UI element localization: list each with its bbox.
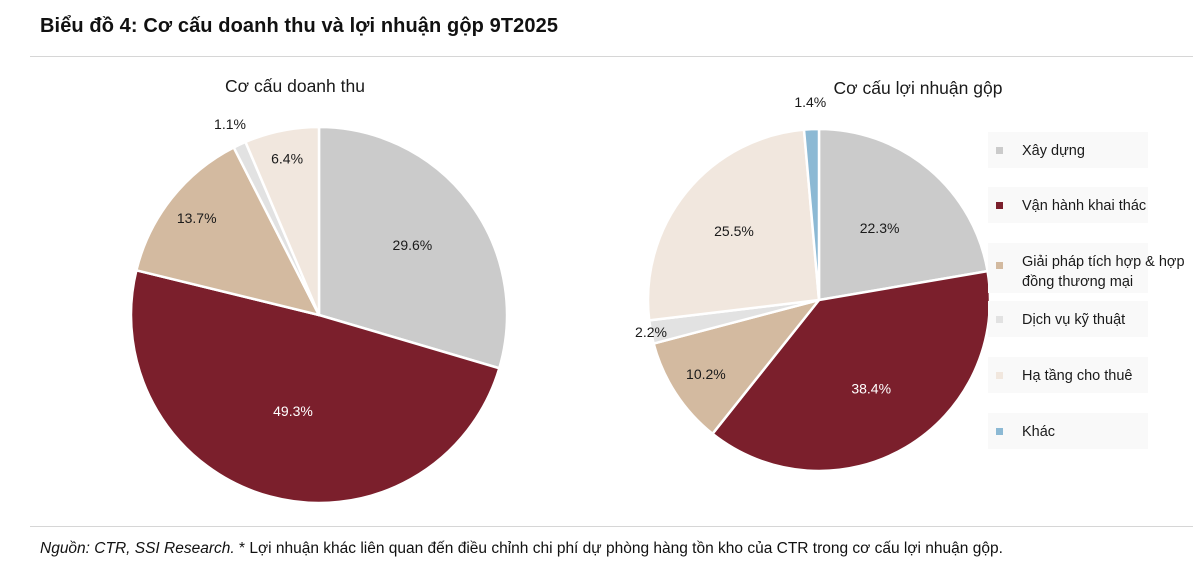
gross-profit-label-khac: 1.4%: [794, 94, 826, 110]
legend-label-ha-tang-cho-thue: Hạ tầng cho thuê: [1022, 368, 1132, 384]
page-title: Biểu đồ 4: Cơ cấu doanh thu và lợi nhuận…: [40, 15, 559, 37]
gross-profit-pie: 22.3% 38.4% 10.2% 2.2% 25.5% 1.4%: [635, 94, 992, 473]
legend-swatch-dich-vu-ky-thuat: [996, 316, 1003, 323]
legend-item-van-hanh-khai-thac: [988, 187, 1148, 223]
legend-label-van-hanh-khai-thac: Vận hành khai thác: [1022, 198, 1146, 214]
revenue-label-giai-phap-tich-hop-hop-dong-thuong-mai: 13.7%: [177, 210, 217, 226]
bottom-divider: [30, 526, 1193, 527]
revenue-pie: 29.6% 49.3% 13.7% 1.1% 6.4%: [129, 116, 509, 505]
gross-profit-chart-title: Cơ cấu lợi nhuận gộp: [834, 78, 1003, 98]
legend-item-khac: [988, 413, 1148, 449]
legend-swatch-giai-phap-tich-hop-hop: [996, 262, 1003, 269]
revenue-label-dich-vu-ky-thuat: 1.1%: [214, 116, 246, 132]
legend-item-xay-dung: [988, 132, 1148, 168]
gross-profit-label-giai-phap-tich-hop-hop-dong-thuong-mai: 10.2%: [686, 366, 726, 382]
legend-item-giai-phap-tich-hop-hop: [988, 243, 1148, 293]
legend-label-khac: Khác: [1022, 424, 1055, 440]
gross-profit-slice-khac: [802, 127, 821, 302]
gross-profit-label-xay-dung: 22.3%: [860, 220, 900, 236]
legend-swatch-khac: [996, 428, 1003, 435]
revenue-slice-xay-dung: [317, 125, 509, 370]
footnote-note: * Lợi nhuận khác liên quan đến điều chỉn…: [234, 540, 1003, 557]
revenue-slice-giai-phap-tich-hop-hop-dong-thuong-mai: [135, 146, 321, 317]
revenue-slice-van-hanh-khai-thac: [129, 269, 501, 505]
legend-item-ha-tang-cho-thue: [988, 357, 1148, 393]
gross-profit-label-ha-tang-cho-thue: 25.5%: [714, 223, 754, 239]
revenue-label-van-hanh-khai-thac: 49.3%: [273, 403, 313, 419]
footnote: Nguồn: CTR, SSI Research. * Lợi nhuận kh…: [40, 540, 1003, 558]
revenue-label-xay-dung: 29.6%: [393, 237, 433, 253]
gross-profit-slice-ha-tang-cho-thue: [646, 128, 821, 322]
revenue-slice-ha-tang-cho-thue: [244, 125, 321, 317]
revenue-chart-title: Cơ cấu doanh thu: [225, 76, 365, 96]
gross-profit-label-dich-vu-ky-thuat: 2.2%: [635, 324, 667, 340]
footnote-source: Nguồn: CTR, SSI Research.: [40, 540, 235, 557]
gross-profit-slice-xay-dung: [817, 127, 989, 302]
legend-item-dich-vu-ky-thuat: [988, 301, 1148, 337]
legend-swatch-van-hanh-khai-thac: [996, 202, 1003, 209]
legend-label-xay-dung: Xây dựng: [1022, 143, 1085, 159]
revenue-label-ha-tang-cho-thue: 6.4%: [271, 150, 303, 166]
legend-label-line2-giai-phap-tich-hop-hop: đồng thương mại: [1022, 274, 1133, 290]
legend-swatch-ha-tang-cho-thue: [996, 372, 1003, 379]
legend: Xây dựng Vận hành khai thác Giải pháp tích…: [988, 132, 1185, 449]
legend-label-giai-phap-tich-hop-hop: Giải pháp tích hợp & hợp: [1022, 254, 1185, 270]
legend-swatch-xay-dung: [996, 147, 1003, 154]
legend-label-dich-vu-ky-thuat: Dịch vụ kỹ thuật: [1022, 312, 1125, 328]
gross-profit-label-van-hanh-khai-thac: 38.4%: [851, 380, 891, 396]
top-divider: [30, 56, 1193, 57]
